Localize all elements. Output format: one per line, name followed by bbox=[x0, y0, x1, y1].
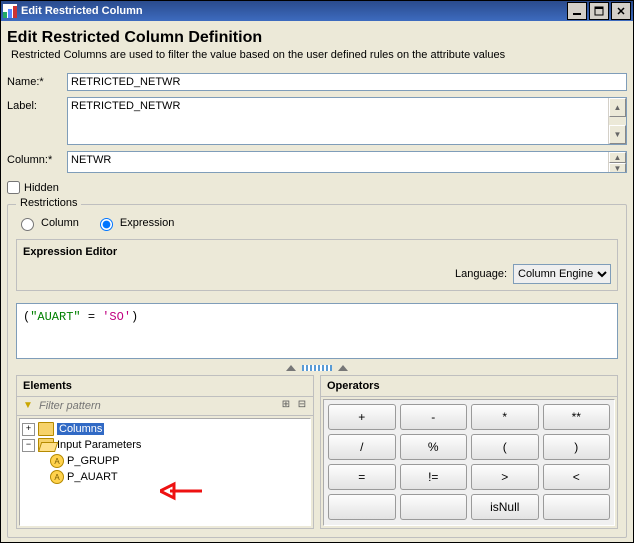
language-select[interactable]: Column Engine bbox=[513, 264, 611, 284]
label-label: Label: bbox=[7, 97, 67, 112]
restrictions-group: Restrictions Column Expression Expressio… bbox=[7, 204, 627, 538]
grip-icon bbox=[302, 365, 332, 371]
close-button[interactable] bbox=[611, 2, 631, 20]
operator-button[interactable]: ) bbox=[543, 434, 611, 460]
page-description: Restricted Columns are used to filter th… bbox=[11, 49, 627, 61]
window-title: Edit Restricted Column bbox=[21, 5, 567, 17]
app-icon bbox=[3, 4, 17, 18]
label-textarea[interactable]: RETRICTED_NETWR ▲ ▼ bbox=[67, 97, 627, 145]
expand-icon[interactable]: + bbox=[22, 423, 35, 436]
column-input[interactable]: NETWR ▲ ▼ bbox=[67, 151, 627, 173]
label-scrollbar[interactable]: ▲ ▼ bbox=[608, 98, 626, 144]
expand-all-icon[interactable]: ⊞ bbox=[279, 399, 293, 413]
expression-editor-group: Expression Editor Language: Column Engin… bbox=[16, 239, 618, 291]
triangle-up-icon bbox=[286, 365, 296, 371]
operator-button[interactable]: != bbox=[400, 464, 468, 490]
tree-label: P_AUART bbox=[67, 471, 118, 483]
column-scrollbar[interactable]: ▲ ▼ bbox=[608, 152, 626, 172]
radio-expression-input[interactable] bbox=[100, 218, 113, 231]
tree-label: P_GRUPP bbox=[67, 455, 120, 467]
parameter-icon: A bbox=[50, 470, 64, 484]
operator-button[interactable]: ** bbox=[543, 404, 611, 430]
filter-input[interactable] bbox=[37, 399, 277, 413]
operator-button[interactable] bbox=[400, 494, 468, 520]
annotation-arrow-icon bbox=[160, 481, 204, 501]
scroll-down-icon[interactable]: ▼ bbox=[609, 125, 626, 144]
elements-panel: Elements ▼ ⊞ ⊟ + Columns bbox=[16, 375, 314, 529]
operator-button[interactable]: / bbox=[328, 434, 396, 460]
column-value: NETWR bbox=[71, 154, 111, 166]
radio-column[interactable]: Column bbox=[16, 215, 79, 231]
column-label: Column:* bbox=[7, 151, 67, 166]
radio-expression[interactable]: Expression bbox=[95, 215, 174, 231]
folder-open-icon bbox=[38, 438, 54, 452]
folder-icon bbox=[38, 422, 54, 436]
expression-editor[interactable]: ("AUART" = 'SO') bbox=[16, 303, 618, 359]
elements-title: Elements bbox=[17, 376, 313, 397]
operator-button[interactable]: + bbox=[328, 404, 396, 430]
tree-node-columns[interactable]: + Columns bbox=[22, 421, 308, 437]
minimize-button[interactable] bbox=[567, 2, 587, 20]
hidden-checkbox[interactable] bbox=[7, 181, 20, 194]
scroll-up-icon[interactable]: ▲ bbox=[609, 152, 626, 163]
operator-button[interactable] bbox=[543, 494, 611, 520]
name-input[interactable] bbox=[67, 73, 627, 91]
elements-tree[interactable]: + Columns − Input Parameters A P_ bbox=[19, 418, 311, 526]
maximize-button[interactable] bbox=[589, 2, 609, 20]
page-title: Edit Restricted Column Definition bbox=[7, 29, 627, 47]
scroll-down-icon[interactable]: ▼ bbox=[609, 163, 626, 173]
hidden-label: Hidden bbox=[24, 182, 59, 194]
operator-button[interactable]: isNull bbox=[471, 494, 539, 520]
operator-button[interactable]: ( bbox=[471, 434, 539, 460]
restrictions-legend: Restrictions bbox=[16, 197, 81, 209]
operator-button[interactable]: > bbox=[471, 464, 539, 490]
operator-button[interactable]: % bbox=[400, 434, 468, 460]
expression-editor-legend: Expression Editor bbox=[23, 246, 611, 258]
parameter-icon: A bbox=[50, 454, 64, 468]
splitter[interactable] bbox=[16, 363, 618, 373]
operator-button[interactable]: = bbox=[328, 464, 396, 490]
tree-label: Input Parameters bbox=[57, 439, 141, 451]
name-label: Name:* bbox=[7, 73, 67, 88]
language-label: Language: bbox=[455, 268, 507, 280]
label-value: RETRICTED_NETWR bbox=[71, 100, 180, 112]
operators-panel: Operators +-***/%()=!=><isNull bbox=[320, 375, 618, 529]
operator-button[interactable]: * bbox=[471, 404, 539, 430]
triangle-up-icon bbox=[338, 365, 348, 371]
operator-button[interactable]: - bbox=[400, 404, 468, 430]
radio-column-input[interactable] bbox=[21, 218, 34, 231]
tree-label: Columns bbox=[57, 423, 104, 435]
filter-icon: ▼ bbox=[21, 399, 35, 413]
tree-node-input-parameters[interactable]: − Input Parameters bbox=[22, 437, 308, 453]
operators-title: Operators bbox=[321, 376, 617, 397]
operator-button[interactable] bbox=[328, 494, 396, 520]
scroll-up-icon[interactable]: ▲ bbox=[609, 98, 626, 117]
operator-button[interactable]: < bbox=[543, 464, 611, 490]
collapse-all-icon[interactable]: ⊟ bbox=[295, 399, 309, 413]
tree-leaf[interactable]: A P_GRUPP bbox=[22, 453, 308, 469]
window: Edit Restricted Column Edit Restricted C… bbox=[0, 0, 634, 543]
collapse-icon[interactable]: − bbox=[22, 439, 35, 452]
titlebar: Edit Restricted Column bbox=[1, 1, 633, 21]
